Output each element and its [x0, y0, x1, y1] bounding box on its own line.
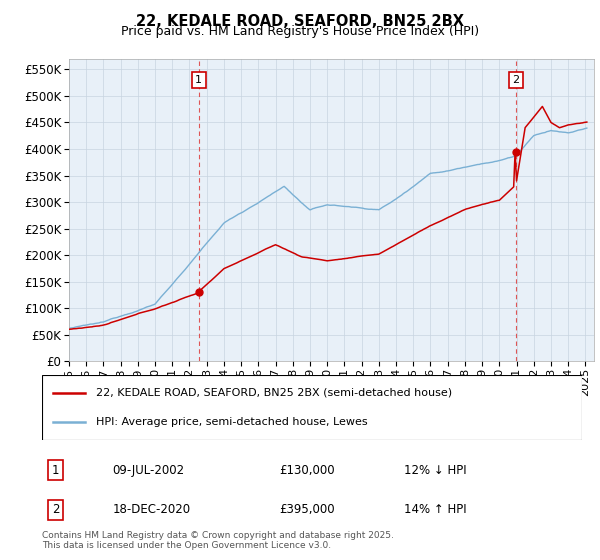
Text: 12% ↓ HPI: 12% ↓ HPI — [404, 464, 466, 477]
Text: 2: 2 — [512, 75, 520, 85]
Text: 14% ↑ HPI: 14% ↑ HPI — [404, 503, 466, 516]
Text: 1: 1 — [52, 464, 59, 477]
FancyBboxPatch shape — [42, 375, 582, 440]
Text: 18-DEC-2020: 18-DEC-2020 — [112, 503, 190, 516]
Text: £395,000: £395,000 — [280, 503, 335, 516]
Text: 09-JUL-2002: 09-JUL-2002 — [112, 464, 184, 477]
Text: HPI: Average price, semi-detached house, Lewes: HPI: Average price, semi-detached house,… — [96, 417, 368, 427]
Text: 2: 2 — [52, 503, 59, 516]
Text: Price paid vs. HM Land Registry's House Price Index (HPI): Price paid vs. HM Land Registry's House … — [121, 25, 479, 38]
Text: 1: 1 — [195, 75, 202, 85]
Text: £130,000: £130,000 — [280, 464, 335, 477]
Text: 22, KEDALE ROAD, SEAFORD, BN25 2BX (semi-detached house): 22, KEDALE ROAD, SEAFORD, BN25 2BX (semi… — [96, 388, 452, 398]
Text: 22, KEDALE ROAD, SEAFORD, BN25 2BX: 22, KEDALE ROAD, SEAFORD, BN25 2BX — [136, 14, 464, 29]
Text: Contains HM Land Registry data © Crown copyright and database right 2025.
This d: Contains HM Land Registry data © Crown c… — [42, 531, 394, 550]
